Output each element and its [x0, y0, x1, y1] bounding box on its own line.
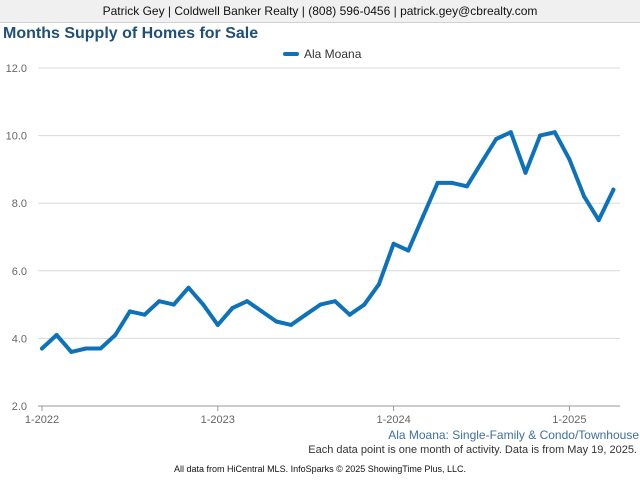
x-tick-label: 1-2025 [552, 414, 586, 426]
y-tick-label: 8.0 [12, 198, 27, 210]
data-point[interactable] [420, 214, 425, 219]
data-point[interactable] [215, 322, 220, 327]
data-point[interactable] [113, 333, 118, 338]
data-point[interactable] [362, 302, 367, 307]
y-tick-label: 6.0 [12, 266, 27, 278]
data-point[interactable] [611, 187, 616, 192]
data-point[interactable] [230, 305, 235, 310]
data-point[interactable] [157, 299, 162, 304]
data-point[interactable] [274, 319, 279, 324]
data-point[interactable] [171, 302, 176, 307]
data-point[interactable] [435, 180, 440, 185]
y-tick-label: 2.0 [12, 401, 27, 413]
data-point[interactable] [523, 170, 528, 175]
data-point[interactable] [391, 241, 396, 246]
legend-label: Ala Moana [304, 47, 362, 61]
data-point[interactable] [347, 312, 352, 317]
data-point[interactable] [69, 349, 74, 354]
data-point[interactable] [83, 346, 88, 351]
data-point[interactable] [376, 282, 381, 287]
series-line-ala-moana[interactable] [40, 130, 616, 354]
data-point[interactable] [538, 133, 543, 138]
data-point[interactable] [98, 346, 103, 351]
series-note: Ala Moana: Single-Family & Condo/Townhou… [388, 428, 639, 442]
data-point[interactable] [289, 322, 294, 327]
data-point[interactable] [186, 285, 191, 290]
x-tick-label: 1-2023 [201, 414, 235, 426]
data-point[interactable] [245, 299, 250, 304]
data-point[interactable] [567, 157, 572, 162]
data-point[interactable] [54, 333, 59, 338]
data-point[interactable] [259, 309, 264, 314]
data-note: Each data point is one month of activity… [308, 444, 637, 456]
data-point[interactable] [494, 136, 499, 141]
y-tick-label: 10.0 [6, 131, 27, 143]
data-point[interactable] [201, 302, 206, 307]
data-point[interactable] [127, 309, 132, 314]
credit-line: All data from HiCentral MLS. InfoSparks … [174, 464, 466, 474]
chart-title: Months Supply of Homes for Sale [3, 25, 259, 42]
data-point[interactable] [333, 299, 337, 304]
x-tick-label: 1-2024 [376, 414, 410, 426]
data-point[interactable] [406, 248, 411, 253]
data-point[interactable] [508, 130, 513, 135]
data-point[interactable] [318, 302, 323, 307]
contact-header: Patrick Gey | Coldwell Banker Realty | (… [0, 0, 640, 23]
y-tick-label: 4.0 [12, 333, 27, 345]
data-point[interactable] [142, 312, 147, 317]
data-point[interactable] [40, 346, 44, 351]
data-point[interactable] [303, 312, 308, 317]
data-point[interactable] [596, 218, 601, 223]
data-point[interactable] [479, 160, 484, 165]
contact-line: Patrick Gey | Coldwell Banker Realty | (… [102, 4, 538, 18]
data-point[interactable] [450, 180, 455, 185]
data-point[interactable] [582, 194, 587, 199]
legend-swatch [283, 52, 299, 56]
data-point[interactable] [464, 184, 469, 189]
y-tick-label: 12.0 [6, 63, 27, 75]
x-tick-label: 1-2022 [25, 414, 59, 426]
data-point[interactable] [552, 130, 557, 135]
legend[interactable]: Ala Moana [283, 46, 361, 62]
